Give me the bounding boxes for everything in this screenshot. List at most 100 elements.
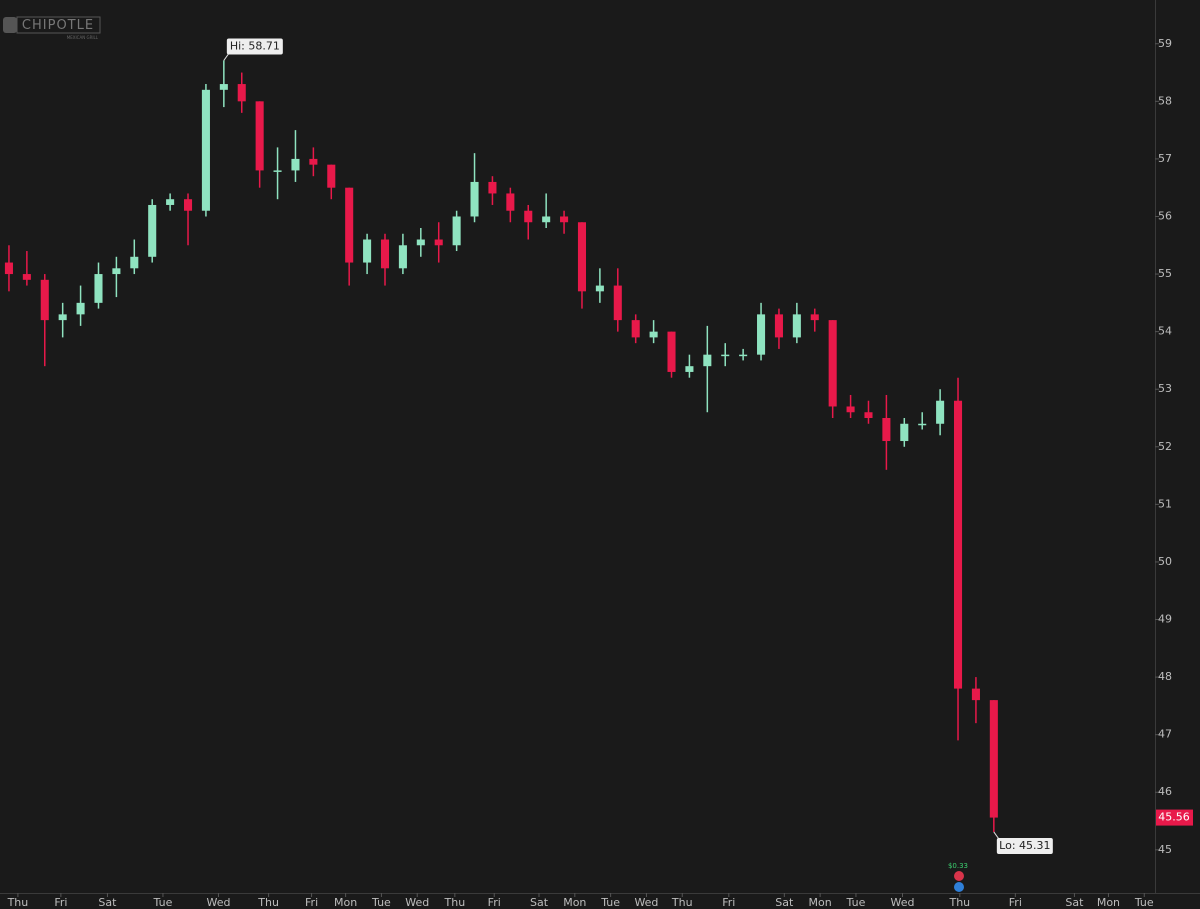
x-tick-label: Sat (530, 896, 549, 909)
x-tick-label: Fri (305, 896, 318, 909)
x-tick-label: Tue (1134, 896, 1154, 909)
x-tick-label: Thu (444, 896, 466, 909)
event-icon[interactable] (954, 871, 964, 881)
candle-body (685, 366, 694, 372)
candle-body (219, 84, 228, 90)
candle-body (989, 700, 998, 818)
y-tick-label: 51 (1158, 497, 1172, 510)
plot (4, 60, 998, 832)
candle-body (953, 400, 963, 689)
y-tick-label: 48 (1158, 670, 1172, 683)
x-tick-label: Sat (1065, 896, 1084, 909)
candle-body (58, 314, 67, 321)
x-tick-label: Tue (846, 896, 866, 909)
candle-body (291, 158, 300, 171)
candle-body (595, 285, 604, 292)
x-tick-label: Thu (948, 896, 970, 909)
x-tick-label: Wed (405, 896, 429, 909)
candle-body (345, 187, 354, 263)
x-tick-label: Tue (371, 896, 391, 909)
candle-body (488, 181, 497, 194)
candle-body (810, 314, 819, 321)
candle-body (739, 354, 748, 357)
candle-body (201, 89, 210, 211)
candle-body (828, 320, 837, 407)
logo-subtitle: MEXICAN GRILL (67, 35, 99, 40)
candle-body (166, 199, 175, 205)
x-tick-label: Mon (563, 896, 586, 909)
candle-body (577, 222, 587, 292)
x-tick-label: Thu (7, 896, 29, 909)
candle-body (703, 354, 712, 367)
y-tick-label: 57 (1158, 152, 1172, 165)
y-tick-label: 53 (1158, 382, 1172, 395)
y-tick-label: 54 (1158, 325, 1172, 338)
x-tick-label: Tue (600, 896, 620, 909)
callout-label: Hi: 58.71 (230, 39, 280, 52)
candle-body (900, 423, 909, 442)
candle-body (936, 400, 945, 424)
candle-body (524, 210, 533, 223)
candle-body (130, 256, 139, 269)
x-tick-label: Sat (775, 896, 794, 909)
x-tick-label: Wed (206, 896, 230, 909)
candle-body (22, 274, 31, 280)
candle-body (560, 216, 569, 223)
logo: CHIPOTLE MEXICAN GRILL (3, 16, 101, 40)
candle-body (792, 314, 801, 338)
candle-body (721, 354, 730, 357)
y-tick-label: 59 (1158, 37, 1172, 50)
candle-body (255, 101, 264, 171)
candle-body (667, 331, 676, 372)
logo-title: CHIPOTLE (22, 18, 94, 33)
candle-body (649, 331, 658, 338)
y-tick-label: 56 (1158, 209, 1172, 222)
candle-body (434, 239, 443, 246)
logo-icon (3, 17, 17, 33)
candle-body (380, 239, 390, 269)
candle-body (76, 302, 85, 315)
x-tick-label: Fri (488, 896, 501, 909)
last-price-label: 45.56 (1158, 811, 1190, 824)
event-icon[interactable] (954, 882, 964, 892)
candle-body (846, 406, 855, 413)
x-tick-label: Wed (634, 896, 658, 909)
candle-body (542, 216, 551, 223)
x-tick-label: Thu (257, 896, 279, 909)
y-tick-label: 46 (1158, 785, 1172, 798)
candle-body (774, 314, 783, 338)
x-tick-label: Sat (98, 896, 117, 909)
y-tick-label: 45 (1158, 843, 1172, 856)
candle-body (882, 418, 891, 442)
candle-body (398, 245, 407, 269)
candle-body (918, 423, 927, 426)
candle-body (327, 164, 336, 188)
candle-body (183, 199, 193, 211)
candle-body (506, 193, 515, 211)
candle-body (112, 268, 121, 275)
candle-body (971, 688, 980, 701)
candle-body (148, 204, 157, 257)
y-tick-label: 52 (1158, 440, 1172, 453)
callout-label: Lo: 45.31 (999, 839, 1050, 852)
callout-box (996, 837, 1053, 854)
y-tick-label: 47 (1158, 728, 1172, 741)
x-tick-label: Fri (1009, 896, 1022, 909)
candle-body (757, 314, 766, 355)
candle-body (363, 239, 372, 263)
candle-body (94, 274, 103, 303)
candle-body (452, 216, 461, 246)
x-tick-label: Fri (722, 896, 735, 909)
candle-body (416, 239, 425, 246)
x-tick-label: Wed (891, 896, 915, 909)
x-tick-label: Thu (671, 896, 693, 909)
x-tick-label: Fri (54, 896, 67, 909)
last-price-box (1156, 809, 1193, 826)
candle-body (470, 181, 479, 217)
candle-body (309, 158, 318, 165)
y-tick-label: 49 (1158, 613, 1172, 626)
logo-frame (16, 16, 101, 34)
x-tick-label: Mon (1097, 896, 1120, 909)
